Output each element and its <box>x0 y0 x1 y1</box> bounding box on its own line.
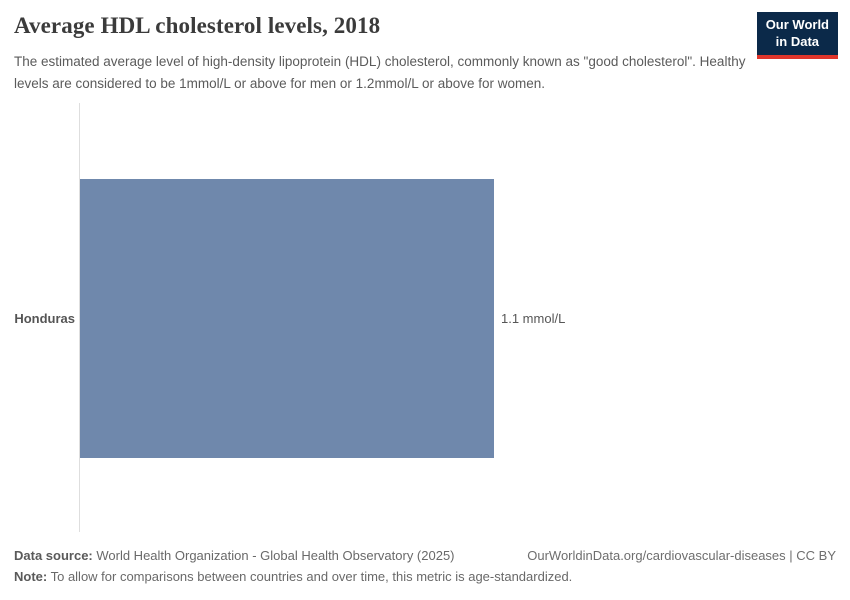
chart-footer: Data source: World Health Organization -… <box>14 545 836 587</box>
owid-logo-line1: Our World <box>765 17 829 32</box>
bar-honduras[interactable] <box>80 179 494 458</box>
data-source-text: Data source: World Health Organization -… <box>14 545 455 566</box>
footer-row-note: Note: To allow for comparisons between c… <box>14 566 836 587</box>
bar-track <box>80 179 494 458</box>
footer-row-source: Data source: World Health Organization -… <box>14 545 836 566</box>
chart-title: Average HDL cholesterol levels, 2018 <box>14 13 381 38</box>
data-source-value: World Health Organization - Global Healt… <box>92 548 455 563</box>
owid-logo-line2: in Data <box>775 33 820 49</box>
plot-area: 1.1 mmol/L <box>79 103 837 532</box>
note-value: To allow for comparisons between countri… <box>47 569 573 584</box>
chart-subtitle: The estimated average level of high-dens… <box>14 54 746 91</box>
owid-logo[interactable]: Our World in Data <box>756 12 838 59</box>
note-label: Note: <box>14 569 48 584</box>
data-source-label: Data source: <box>14 548 93 563</box>
entity-label-honduras: Honduras <box>14 311 75 326</box>
bar-value-label: 1.1 mmol/L <box>501 311 566 326</box>
license-link[interactable]: OurWorldinData.org/cardiovascular-diseas… <box>527 548 836 563</box>
bar-row: 1.1 mmol/L <box>80 179 565 458</box>
